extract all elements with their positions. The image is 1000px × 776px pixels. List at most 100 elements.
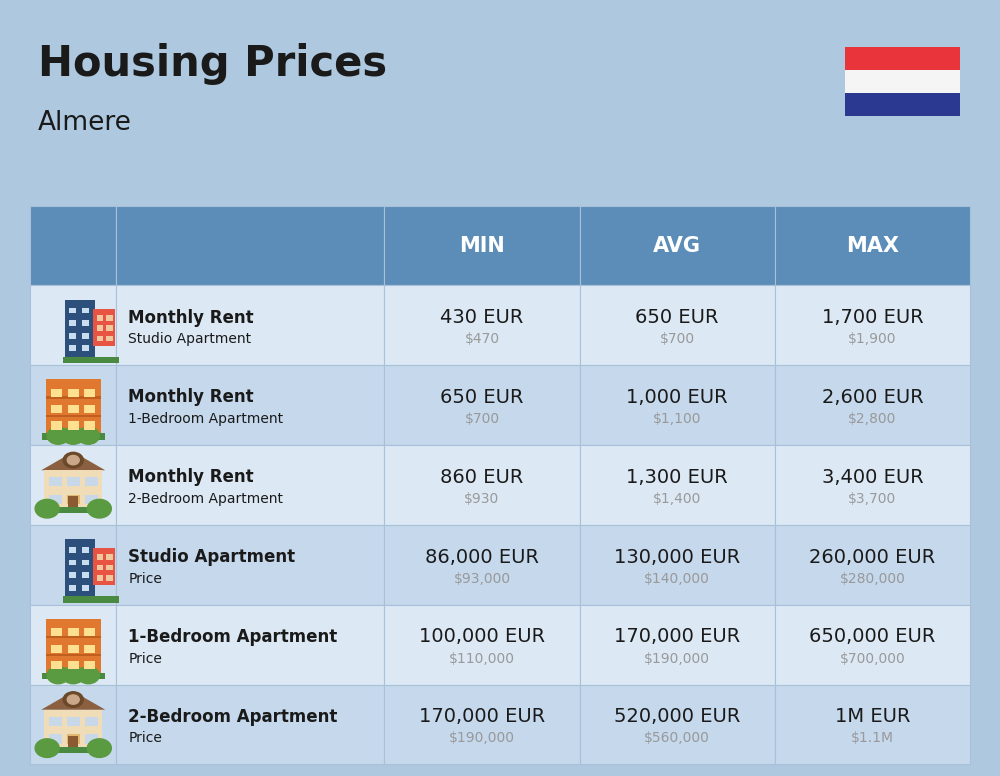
FancyBboxPatch shape xyxy=(82,320,89,326)
FancyBboxPatch shape xyxy=(85,495,98,504)
FancyBboxPatch shape xyxy=(116,286,384,365)
Text: 170,000 EUR: 170,000 EUR xyxy=(419,707,545,726)
Text: 520,000 EUR: 520,000 EUR xyxy=(614,707,740,726)
FancyBboxPatch shape xyxy=(67,717,80,726)
FancyBboxPatch shape xyxy=(116,445,384,525)
Text: 1M EUR: 1M EUR xyxy=(835,707,910,726)
Text: $700,000: $700,000 xyxy=(840,652,905,666)
FancyBboxPatch shape xyxy=(775,206,970,286)
Text: 86,000 EUR: 86,000 EUR xyxy=(425,548,539,566)
Text: Price: Price xyxy=(128,572,162,586)
FancyBboxPatch shape xyxy=(82,585,89,591)
Text: 1-Bedroom Apartment: 1-Bedroom Apartment xyxy=(128,412,284,426)
FancyBboxPatch shape xyxy=(51,405,62,414)
Text: 1,000 EUR: 1,000 EUR xyxy=(626,388,728,407)
Circle shape xyxy=(87,500,111,518)
FancyBboxPatch shape xyxy=(384,206,580,286)
FancyBboxPatch shape xyxy=(69,333,76,338)
FancyBboxPatch shape xyxy=(40,747,106,753)
FancyBboxPatch shape xyxy=(42,434,105,440)
FancyBboxPatch shape xyxy=(97,336,103,341)
FancyBboxPatch shape xyxy=(580,286,775,365)
FancyBboxPatch shape xyxy=(384,684,580,764)
FancyBboxPatch shape xyxy=(51,389,62,397)
FancyBboxPatch shape xyxy=(30,206,116,286)
Text: Studio Apartment: Studio Apartment xyxy=(128,548,296,566)
FancyBboxPatch shape xyxy=(65,300,95,357)
FancyBboxPatch shape xyxy=(30,684,116,764)
Text: $93,000: $93,000 xyxy=(453,572,511,586)
FancyBboxPatch shape xyxy=(69,559,76,566)
FancyBboxPatch shape xyxy=(116,206,384,286)
FancyBboxPatch shape xyxy=(49,495,62,504)
Text: $1,900: $1,900 xyxy=(848,332,897,346)
FancyBboxPatch shape xyxy=(97,575,103,581)
Text: $560,000: $560,000 xyxy=(644,732,710,746)
FancyBboxPatch shape xyxy=(65,539,95,597)
FancyBboxPatch shape xyxy=(51,421,62,430)
Polygon shape xyxy=(41,691,105,710)
FancyBboxPatch shape xyxy=(384,365,580,445)
FancyBboxPatch shape xyxy=(30,445,116,525)
FancyBboxPatch shape xyxy=(67,495,80,504)
Text: 650,000 EUR: 650,000 EUR xyxy=(809,627,936,646)
FancyBboxPatch shape xyxy=(42,673,105,679)
Text: 130,000 EUR: 130,000 EUR xyxy=(614,548,740,566)
FancyBboxPatch shape xyxy=(30,605,116,684)
FancyBboxPatch shape xyxy=(82,572,89,578)
FancyBboxPatch shape xyxy=(68,405,79,414)
FancyBboxPatch shape xyxy=(384,286,580,365)
FancyBboxPatch shape xyxy=(49,717,62,726)
FancyBboxPatch shape xyxy=(384,605,580,684)
FancyBboxPatch shape xyxy=(845,93,960,116)
FancyBboxPatch shape xyxy=(93,548,115,585)
FancyBboxPatch shape xyxy=(845,47,960,70)
Text: 2-Bedroom Apartment: 2-Bedroom Apartment xyxy=(128,708,338,726)
FancyBboxPatch shape xyxy=(775,684,970,764)
FancyBboxPatch shape xyxy=(68,661,79,669)
FancyBboxPatch shape xyxy=(97,315,103,320)
Text: $930: $930 xyxy=(464,492,500,506)
FancyBboxPatch shape xyxy=(580,206,775,286)
FancyBboxPatch shape xyxy=(384,445,580,525)
FancyBboxPatch shape xyxy=(82,547,89,553)
Circle shape xyxy=(35,500,59,518)
Text: 170,000 EUR: 170,000 EUR xyxy=(614,627,740,646)
FancyBboxPatch shape xyxy=(775,525,970,605)
Circle shape xyxy=(63,452,83,468)
Text: $700: $700 xyxy=(464,412,500,426)
Text: Price: Price xyxy=(128,732,162,746)
FancyBboxPatch shape xyxy=(84,661,95,669)
Circle shape xyxy=(77,428,99,445)
FancyBboxPatch shape xyxy=(46,397,101,399)
Text: $1,100: $1,100 xyxy=(653,412,701,426)
FancyBboxPatch shape xyxy=(68,421,79,430)
Text: MIN: MIN xyxy=(459,236,505,255)
Text: $700: $700 xyxy=(660,332,695,346)
Circle shape xyxy=(47,428,69,445)
Text: $1.1M: $1.1M xyxy=(851,732,894,746)
FancyBboxPatch shape xyxy=(106,325,113,331)
FancyBboxPatch shape xyxy=(30,365,116,445)
Text: Almere: Almere xyxy=(38,110,132,137)
FancyBboxPatch shape xyxy=(97,565,103,570)
Text: 1,300 EUR: 1,300 EUR xyxy=(626,468,728,487)
FancyBboxPatch shape xyxy=(46,636,101,638)
FancyBboxPatch shape xyxy=(30,525,116,605)
FancyBboxPatch shape xyxy=(106,315,113,320)
FancyBboxPatch shape xyxy=(46,379,101,434)
FancyBboxPatch shape xyxy=(106,336,113,341)
FancyBboxPatch shape xyxy=(106,565,113,570)
Text: Monthly Rent: Monthly Rent xyxy=(128,389,254,407)
Text: 100,000 EUR: 100,000 EUR xyxy=(419,627,545,646)
FancyBboxPatch shape xyxy=(775,286,970,365)
Text: 650 EUR: 650 EUR xyxy=(440,388,524,407)
FancyBboxPatch shape xyxy=(49,734,62,743)
FancyBboxPatch shape xyxy=(84,645,95,653)
FancyBboxPatch shape xyxy=(69,585,76,591)
FancyBboxPatch shape xyxy=(51,661,62,669)
FancyBboxPatch shape xyxy=(68,389,79,397)
FancyBboxPatch shape xyxy=(63,357,119,363)
FancyBboxPatch shape xyxy=(46,654,101,656)
FancyBboxPatch shape xyxy=(85,717,98,726)
